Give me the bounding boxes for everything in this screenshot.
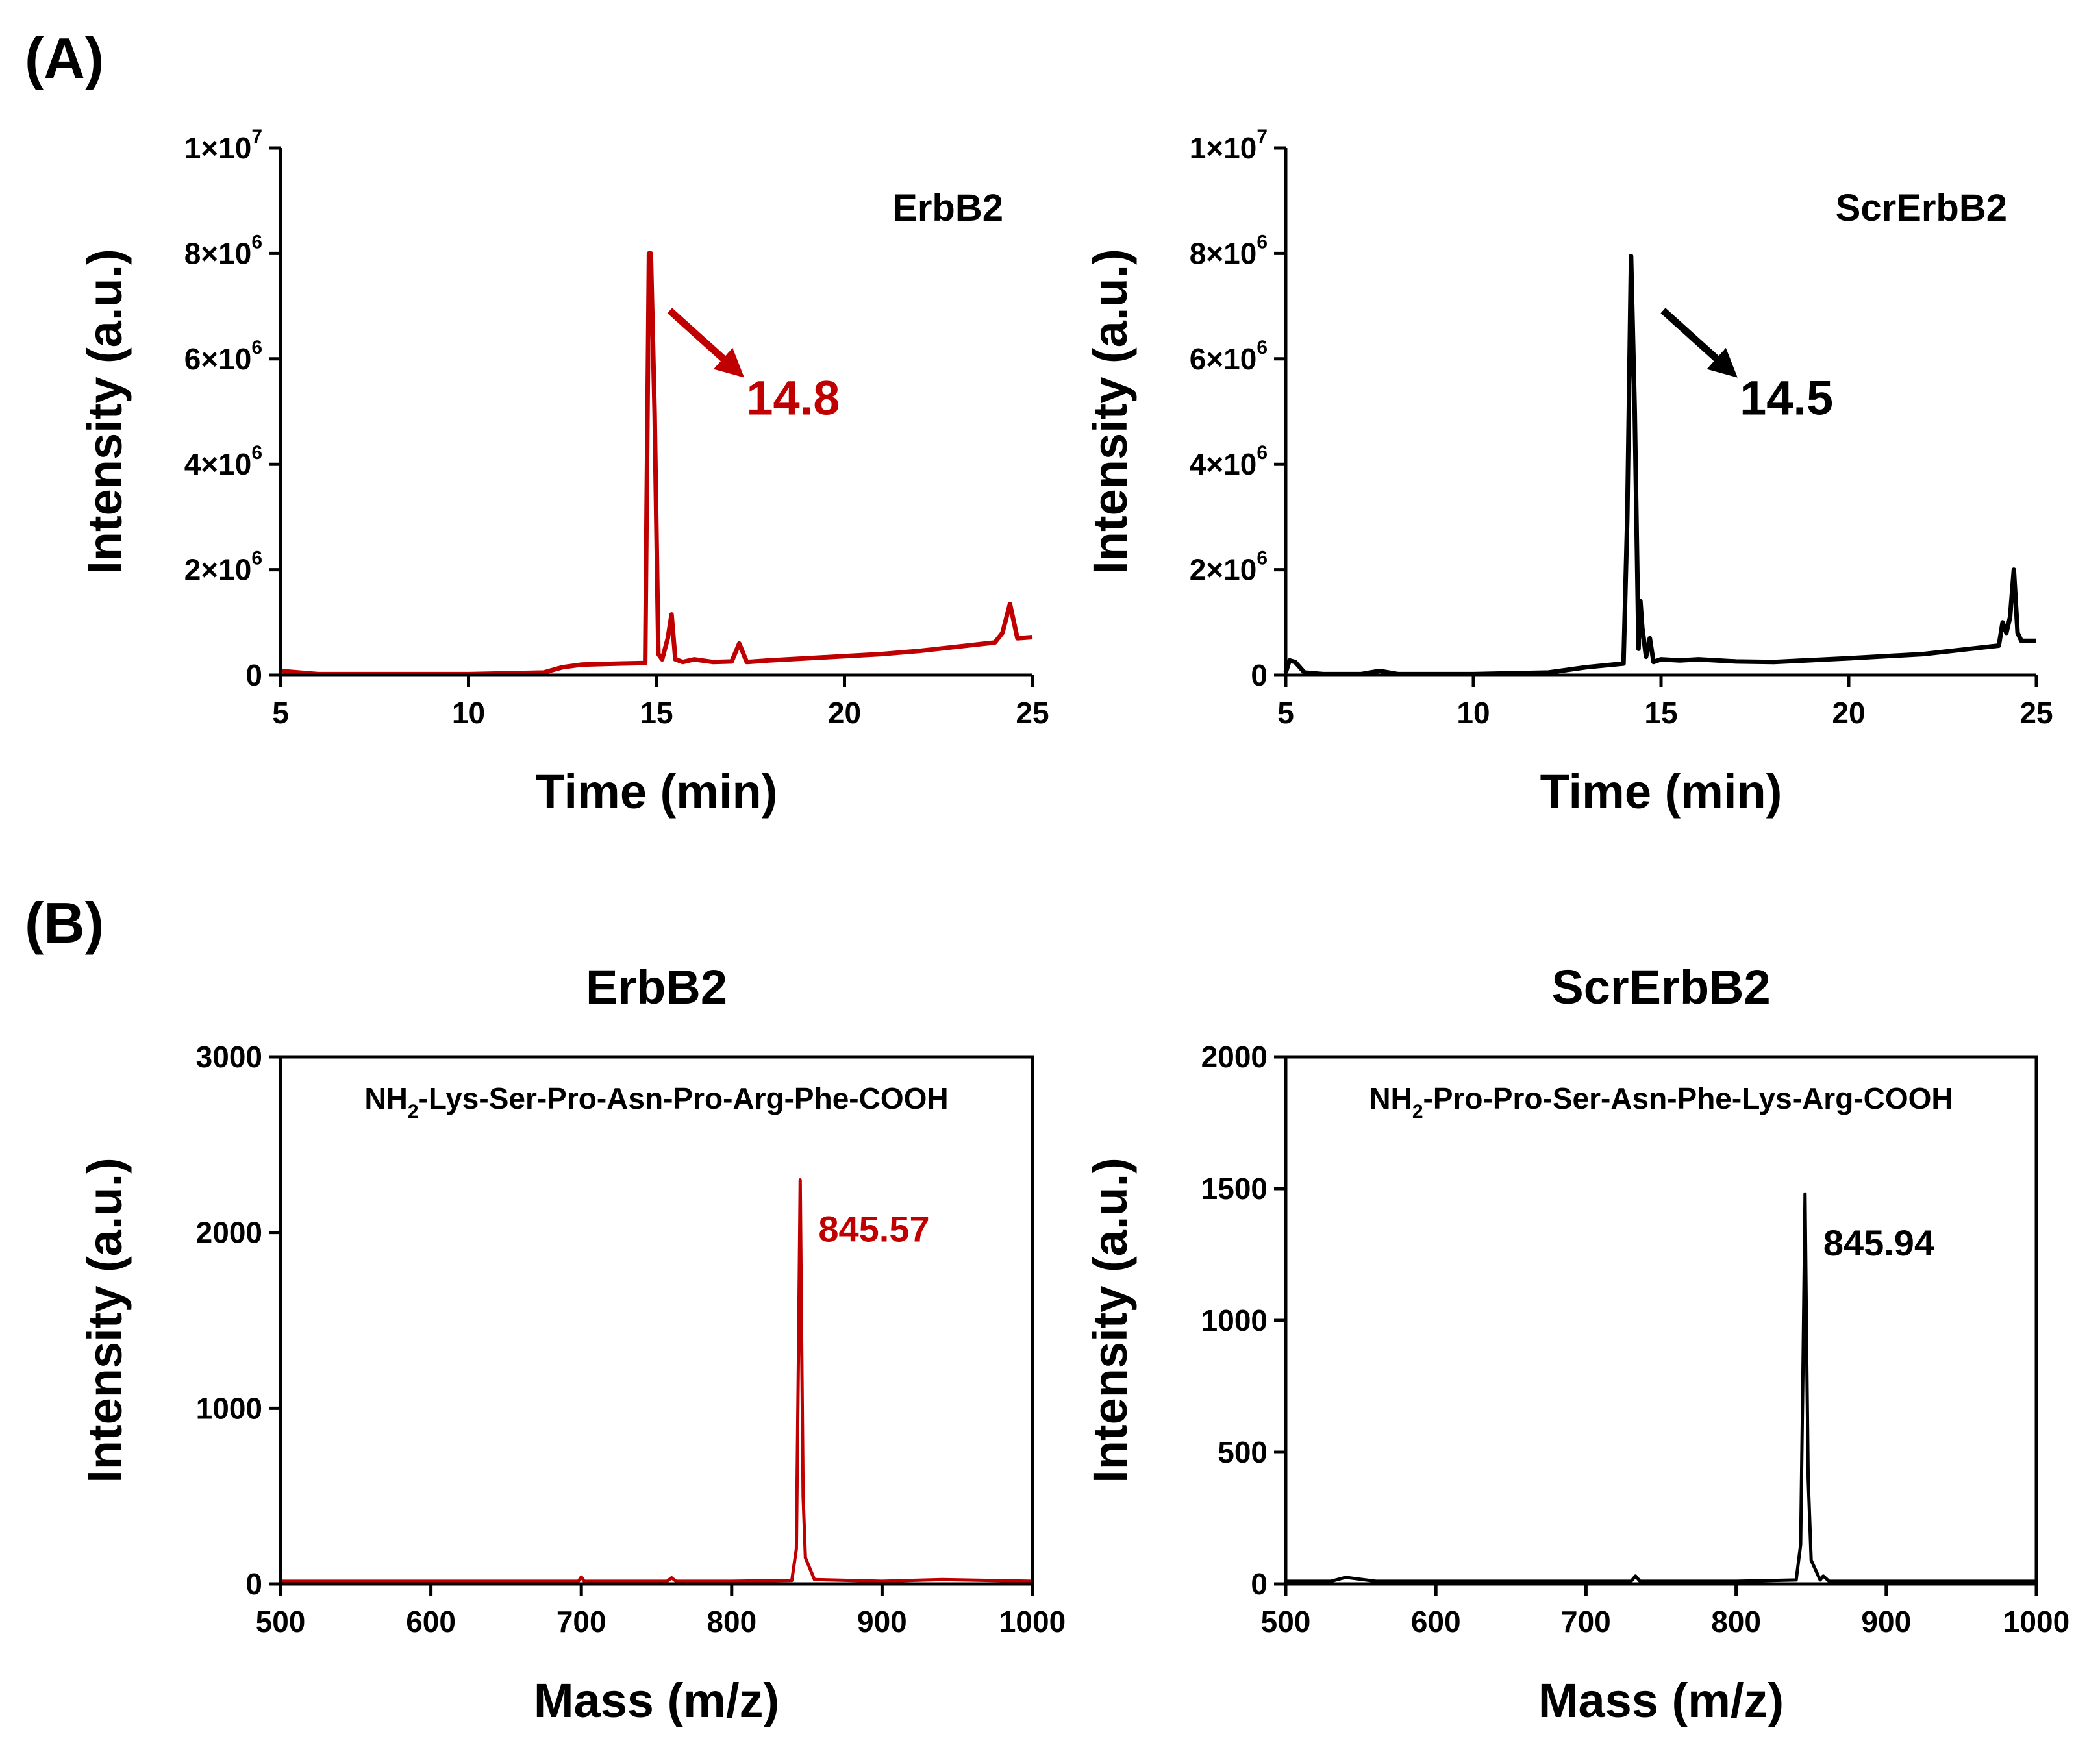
x-tick-label: 10 bbox=[452, 696, 485, 730]
y-tick-label: 0 bbox=[245, 658, 262, 692]
y-tick-label: 4×106 bbox=[184, 442, 262, 481]
y-tick-label: 1000 bbox=[1201, 1304, 1268, 1337]
y-tick-label: 1×107 bbox=[1190, 126, 1268, 165]
chart-panel-b-left: 500 600 700 800 900 1000 0 1000 2000 3000 Mass (m/… bbox=[78, 960, 1066, 1727]
chart-panel-b-right: 500 600 700 800 900 1000 0 500 1000 1500 2000 Mass … bbox=[1083, 960, 2069, 1727]
x-tick-label: 15 bbox=[640, 696, 673, 730]
y-tick-label: 1000 bbox=[196, 1391, 262, 1425]
y-tick-label: 0 bbox=[1251, 1567, 1268, 1601]
x-tick-label: 20 bbox=[1832, 696, 1865, 730]
chart-title: ScrErbB2 bbox=[1551, 960, 1770, 1014]
y-tick-label: 0 bbox=[1251, 658, 1268, 692]
x-tick-label: 10 bbox=[1456, 696, 1490, 730]
x-tick-label: 600 bbox=[406, 1605, 456, 1639]
series-line-screrbb2 bbox=[1283, 254, 2036, 676]
chart-title: ErbB2 bbox=[586, 960, 727, 1014]
y-tick-label: 0 bbox=[245, 1567, 262, 1601]
panel-label-b: (B) bbox=[25, 891, 104, 955]
x-tick-label: 20 bbox=[828, 696, 861, 730]
inset-label: ErbB2 bbox=[892, 187, 1003, 229]
x-tick-label: 1000 bbox=[999, 1605, 1066, 1639]
y-tick-label: 6×106 bbox=[1190, 337, 1268, 376]
peak-arrow bbox=[667, 308, 745, 378]
x-tick-label: 800 bbox=[1711, 1605, 1761, 1639]
x-tick-label: 900 bbox=[857, 1605, 907, 1639]
y-axis-title: Intensity (a.u.) bbox=[78, 1157, 132, 1483]
x-tick-label: 500 bbox=[256, 1605, 306, 1639]
peak-arrow bbox=[1660, 308, 1738, 378]
y-axis-title: Intensity (a.u.) bbox=[1083, 249, 1137, 575]
x-axis-title: Time (min) bbox=[536, 765, 778, 819]
y-tick-label: 8×106 bbox=[184, 231, 262, 270]
series-line-screrbb2 bbox=[1286, 1192, 2036, 1583]
peak-mz-label: 845.57 bbox=[818, 1208, 929, 1249]
peptide-sequence: NH2-Pro-Pro-Ser-Asn-Phe-Lys-Arg-COOH bbox=[1369, 1082, 1953, 1122]
peak-mz-label: 845.94 bbox=[1823, 1222, 1934, 1263]
series-line-erbb2 bbox=[280, 251, 1033, 676]
x-tick-label: 600 bbox=[1411, 1605, 1461, 1639]
y-tick-label: 2×106 bbox=[184, 548, 262, 587]
x-axis-title: Mass (m/z) bbox=[1538, 1674, 1784, 1727]
y-tick-label: 2000 bbox=[196, 1216, 262, 1250]
y-tick-label: 2000 bbox=[1201, 1040, 1268, 1074]
y-tick-label: 500 bbox=[1218, 1435, 1268, 1469]
x-tick-label: 500 bbox=[1261, 1605, 1311, 1639]
x-tick-label: 5 bbox=[1277, 696, 1294, 730]
x-tick-label: 1000 bbox=[2003, 1605, 2069, 1639]
y-tick-label: 8×106 bbox=[1190, 231, 1268, 270]
y-tick-label: 2×106 bbox=[1190, 548, 1268, 587]
peptide-sequence: NH2-Lys-Ser-Pro-Asn-Pro-Arg-Phe-COOH bbox=[364, 1082, 948, 1122]
x-tick-label: 700 bbox=[556, 1605, 606, 1639]
plot-frame bbox=[1284, 1055, 2038, 1586]
x-axis-title: Time (min) bbox=[1540, 765, 1782, 819]
peak-retention-label: 14.5 bbox=[1740, 371, 1833, 425]
x-tick-label: 800 bbox=[706, 1605, 756, 1639]
y-axis-title: Intensity (a.u.) bbox=[1083, 1157, 1137, 1483]
x-tick-label: 25 bbox=[1016, 696, 1049, 730]
chart-panel-a-right: 5 10 15 20 25 0 2×106 4×106 6×106 8×106 1×107 Time … bbox=[1083, 126, 2053, 819]
x-axis-title: Mass (m/z) bbox=[534, 1674, 779, 1727]
y-tick-label: 3000 bbox=[196, 1040, 262, 1074]
x-tick-label: 15 bbox=[1644, 696, 1677, 730]
y-tick-label: 4×106 bbox=[1190, 442, 1268, 481]
series-line-erbb2 bbox=[281, 1178, 1033, 1583]
chart-panel-a-left: 5 10 15 20 25 0 2×106 4×106 6×106 8×106 1×107 Time … bbox=[78, 126, 1049, 819]
inset-label: ScrErbB2 bbox=[1836, 187, 2007, 229]
plot-frame bbox=[279, 1055, 1034, 1586]
peak-retention-label: 14.8 bbox=[746, 371, 840, 425]
y-tick-label: 1500 bbox=[1201, 1172, 1268, 1206]
y-tick-label: 1×107 bbox=[184, 126, 262, 165]
x-tick-label: 25 bbox=[2019, 696, 2053, 730]
x-tick-label: 5 bbox=[272, 696, 289, 730]
x-tick-label: 700 bbox=[1561, 1605, 1611, 1639]
y-axis-title: Intensity (a.u.) bbox=[78, 249, 132, 575]
panel-label-a: (A) bbox=[25, 26, 104, 90]
y-tick-label: 6×106 bbox=[184, 337, 262, 376]
x-tick-label: 900 bbox=[1861, 1605, 1911, 1639]
